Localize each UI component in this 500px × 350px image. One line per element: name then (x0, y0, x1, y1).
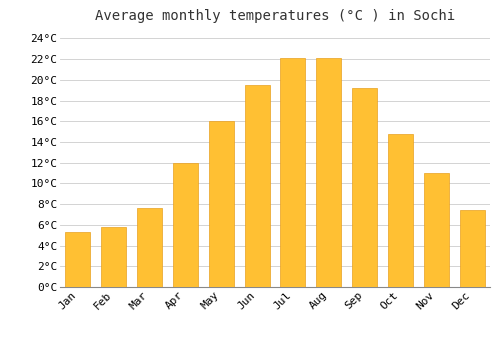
Bar (352, 88, 377, 287)
Bar (316, 58, 342, 287)
Bar (66, 232, 90, 287)
Title: Average monthly temperatures (°C ) in Sochi: Average monthly temperatures (°C ) in So… (95, 9, 455, 23)
Bar (244, 85, 270, 287)
Bar (101, 227, 126, 287)
Bar (460, 210, 484, 287)
Bar (424, 173, 449, 287)
Bar (173, 163, 198, 287)
Bar (137, 208, 162, 287)
Bar (208, 121, 234, 287)
Bar (280, 58, 305, 287)
Bar (388, 134, 413, 287)
